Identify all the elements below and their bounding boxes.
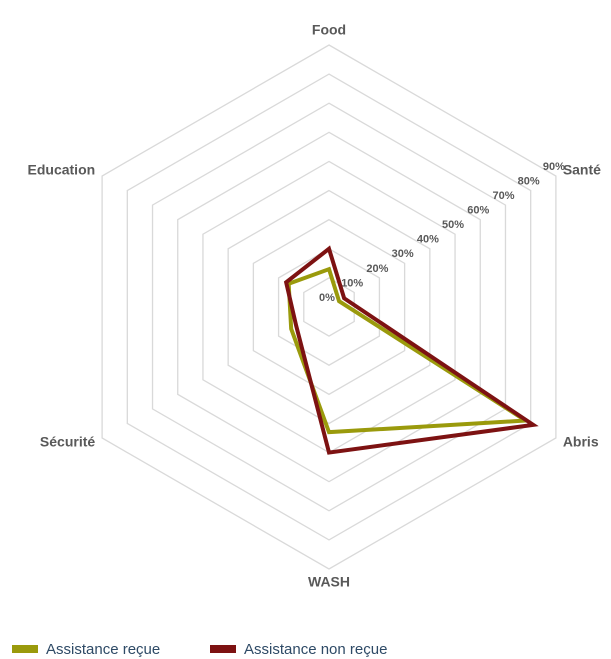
legend-swatch <box>12 645 38 653</box>
category-label: WASH <box>308 574 350 590</box>
category-label: Sécurité <box>40 434 95 450</box>
r-tick-label: 50% <box>442 219 464 231</box>
legend-label: Assistance reçue <box>46 641 160 658</box>
r-tick-label: 40% <box>417 234 439 246</box>
r-tick-label: 30% <box>392 248 414 260</box>
legend-swatch <box>210 645 236 653</box>
r-tick-label: 80% <box>518 175 540 187</box>
r-tick-label: 20% <box>366 263 388 275</box>
category-label: Abris <box>563 434 599 450</box>
grid-ring <box>252 218 406 396</box>
r-tick-label: 0% <box>319 292 335 304</box>
series-line <box>283 245 539 455</box>
r-tick-label: 10% <box>341 277 363 289</box>
r-tick-label: 70% <box>492 190 514 202</box>
grid-ring <box>151 102 507 512</box>
category-label: Santé <box>563 162 601 178</box>
grid-ring <box>303 277 355 337</box>
grid-ring <box>101 44 557 570</box>
r-tick-label: 60% <box>467 205 489 217</box>
grid-ring <box>126 73 532 541</box>
category-label: Education <box>28 162 96 178</box>
category-label: Food <box>312 22 346 38</box>
legend-label: Assistance non reçue <box>244 641 387 658</box>
r-tick-label: 90% <box>543 161 565 173</box>
grid-ring <box>177 131 481 483</box>
grid-ring <box>277 248 381 366</box>
grid-ring <box>202 160 456 454</box>
series-line <box>286 266 532 435</box>
grid-ring <box>227 189 431 425</box>
